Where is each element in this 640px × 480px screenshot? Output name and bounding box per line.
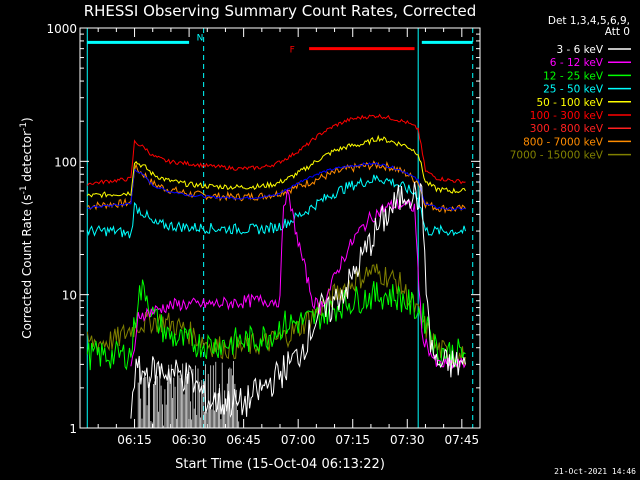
legend-entry: 3 - 6 keV bbox=[556, 44, 603, 56]
y-axis-label: Corrected Count Rate (s-1 detector-1) bbox=[19, 117, 34, 338]
chart-title: RHESSI Observing Summary Count Rates, Co… bbox=[84, 2, 477, 20]
y-tick-label: 10 bbox=[62, 289, 77, 303]
annotation-label: F bbox=[290, 46, 295, 56]
y-axis-label-part: ) bbox=[20, 117, 34, 122]
y-axis-label-part: -1 bbox=[19, 122, 29, 131]
x-tick-label: 07:15 bbox=[335, 433, 370, 447]
legend-entry: 7000 - 15000 keV bbox=[510, 150, 604, 162]
footer-timestamp: 21-Oct-2021 14:46 bbox=[554, 467, 636, 476]
x-tick-label: 07:30 bbox=[390, 433, 425, 447]
x-axis-label: Start Time (15-Oct-04 06:13:22) bbox=[175, 457, 385, 472]
y-axis-label-part: -1 bbox=[19, 185, 29, 194]
legend-header-line: Att 0 bbox=[605, 26, 630, 38]
series-line-12-25 bbox=[86, 279, 466, 371]
legend-entry: 25 - 50 keV bbox=[543, 84, 604, 96]
x-tick-label: 06:45 bbox=[226, 433, 261, 447]
annotations: NF bbox=[197, 33, 295, 55]
legend-header-line: Det 1,3,4,5,6,9, bbox=[548, 15, 630, 27]
y-axis-label-part: Corrected Count Rate (s bbox=[20, 194, 34, 338]
series-line-100-300 bbox=[86, 113, 466, 186]
y-tick-label: 1000 bbox=[46, 22, 77, 36]
series-lines bbox=[86, 113, 466, 428]
y-tick-label: 1 bbox=[69, 422, 77, 436]
series-line-6-12 bbox=[130, 189, 466, 369]
series-line-7000-15000 bbox=[86, 263, 466, 368]
series-line-50-100 bbox=[86, 134, 466, 199]
y-axis-label-text: Corrected Count Rate (s-1 detector-1) bbox=[19, 117, 34, 338]
legend-entry: 300 - 800 keV bbox=[530, 123, 604, 135]
x-tick-label: 06:30 bbox=[172, 433, 207, 447]
event-lines bbox=[86, 28, 474, 428]
series-line-3-6 bbox=[130, 181, 466, 419]
x-tick-label: 06:15 bbox=[117, 433, 152, 447]
series-line-blue bbox=[87, 162, 466, 211]
legend-entry: 12 - 25 keV bbox=[543, 70, 604, 82]
attenuator-bars bbox=[87, 40, 473, 51]
y-axis-label-part: detector bbox=[20, 131, 34, 186]
legend-entry: 800 - 7000 keV bbox=[523, 136, 604, 148]
legend-entry: 100 - 300 keV bbox=[530, 110, 604, 122]
legend-entry: 6 - 12 keV bbox=[550, 57, 604, 69]
y-tick-label: 100 bbox=[54, 155, 77, 169]
series-line-25-50 bbox=[86, 174, 466, 239]
axes: 1 10 100 1000 06:15 06:30 06:45 07:00 07:15 07:30… bbox=[46, 22, 481, 447]
x-tick-label: 07:00 bbox=[281, 433, 316, 447]
x-tick-label: 07:45 bbox=[445, 433, 480, 447]
legend-entry: 50 - 100 keV bbox=[536, 97, 603, 109]
annotation-label: N bbox=[197, 33, 204, 43]
